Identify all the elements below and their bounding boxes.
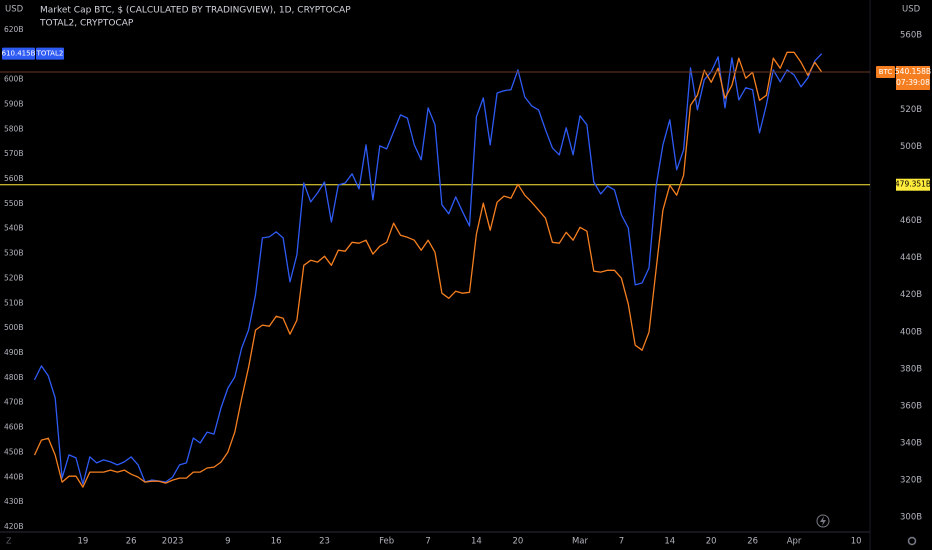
y-tick-label: 560B — [4, 174, 23, 183]
y-tick-label: 570B — [4, 149, 23, 158]
y-tick-label: 420B — [4, 522, 23, 531]
y-tick-label: 440B — [4, 472, 23, 481]
last-value-label: 610.415B — [2, 50, 36, 58]
y-tick-label: 520B — [4, 273, 23, 282]
y-tick-label: 460B — [4, 423, 23, 432]
x-tick-label: 14 — [664, 537, 675, 547]
x-tick-label: 26 — [126, 537, 137, 547]
x-tick-label: Mar — [572, 537, 589, 547]
y-tick-label: 510B — [4, 298, 23, 307]
x-tick-label: 20 — [512, 537, 523, 547]
y2-tick-label: 500B — [900, 142, 922, 152]
y2-tick-label: 560B — [900, 31, 922, 41]
x-tick-label: 10 — [851, 537, 862, 547]
x-tick-label: 7 — [425, 537, 430, 547]
y2-tick-label: 380B — [900, 364, 922, 374]
series-name-box — [36, 47, 64, 60]
y-tick-label: 530B — [4, 249, 23, 258]
settings-icon[interactable] — [907, 536, 917, 546]
y-tick-label: 540B — [4, 224, 23, 233]
y2-tick-label: 360B — [900, 401, 922, 411]
last-value-box — [896, 65, 930, 90]
y-tick-label: 590B — [4, 99, 23, 108]
y-tick-label: 470B — [4, 398, 23, 407]
lightning-circle — [816, 514, 830, 528]
chart-subtitle: TOTAL2, CRYPTOCAP — [39, 19, 134, 29]
series-line — [33, 53, 823, 485]
y-tick-label: 490B — [4, 348, 23, 357]
timezone-icon[interactable]: Z — [6, 537, 12, 546]
y-tick-label: 620B — [4, 25, 23, 34]
y-tick-label: 580B — [4, 124, 23, 133]
y-tick-label: 600B — [4, 75, 23, 84]
y-tick-label: 450B — [4, 447, 23, 456]
y2-tick-label: 520B — [900, 105, 922, 115]
x-tick-label: Apr — [787, 537, 802, 547]
x-tick-label: 20 — [706, 537, 717, 547]
y2-tick-label: 340B — [900, 439, 922, 449]
countdown-label: 07:39:08 — [896, 78, 930, 87]
series-name: TOTAL2 — [36, 50, 64, 58]
series-line — [33, 51, 823, 488]
y2-tick-label: 460B — [900, 216, 922, 226]
x-tick-label: 9 — [225, 537, 230, 547]
price-label: 479.351B — [895, 180, 931, 189]
series-name: BTC — [879, 68, 893, 76]
left-unit-label: USD — [5, 5, 24, 15]
right-unit-label: USD — [902, 5, 921, 15]
x-tick-label: 7 — [619, 537, 624, 547]
y2-tick-label: 320B — [900, 476, 922, 486]
x-tick-label: 2023 — [162, 537, 184, 547]
y-tick-label: 480B — [4, 373, 23, 382]
y2-tick-label: 440B — [900, 253, 922, 263]
last-value-box — [2, 47, 35, 60]
chart-title: Market Cap BTC, $ (CALCULATED BY TRADING… — [40, 6, 351, 16]
series-name-box — [876, 65, 895, 78]
last-value-label: 540.158B — [895, 67, 931, 76]
x-tick-label: 16 — [271, 537, 282, 547]
y2-tick-label: 420B — [900, 290, 922, 300]
lightning-bolt — [820, 516, 826, 526]
y2-tick-label: 300B — [900, 513, 922, 523]
x-tick-label: 19 — [77, 537, 88, 547]
x-tick-label: 26 — [747, 537, 758, 547]
price-label-box — [896, 178, 930, 191]
y2-tick-label: 400B — [900, 327, 922, 337]
y-tick-label: 500B — [4, 323, 23, 332]
x-tick-label: 14 — [471, 537, 482, 547]
settings-gear — [907, 536, 917, 546]
y-tick-label: 430B — [4, 497, 23, 506]
x-tick-label: 23 — [319, 537, 330, 547]
lightning-icon[interactable] — [816, 514, 830, 528]
x-tick-label: Feb — [379, 537, 394, 547]
y-tick-label: 550B — [4, 199, 23, 208]
